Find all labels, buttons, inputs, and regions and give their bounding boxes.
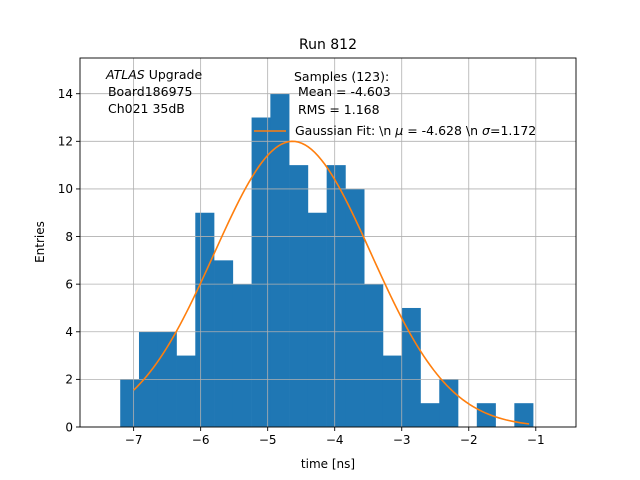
histogram-bar-7 [251, 117, 271, 428]
x-tick-label-6: −1 [527, 433, 545, 447]
histogram-bar-14 [382, 355, 403, 427]
axis-ticks: −7 −6 −5 −4 −3 −2 −1 0 2 4 6 8 10 12 14 [58, 87, 545, 447]
legend: Gaussian Fit: \n μ = -4.628 \n σ=1.172 [254, 123, 536, 138]
histogram-bar-10 [307, 212, 327, 427]
atlas-annotation: ATLAS Upgrade Board186975 Ch021 35dB [104, 67, 202, 116]
atlas-label-rest: Upgrade [145, 67, 203, 82]
x-tick-label-2: −5 [259, 433, 277, 447]
plot-frame [79, 57, 577, 428]
histogram-bar-13 [364, 284, 384, 427]
x-tick-label-4: −3 [393, 433, 411, 447]
histogram-bar-18 [476, 403, 496, 427]
histogram-bar-3 [176, 355, 196, 427]
y-tick-label-0: 0 [65, 420, 73, 434]
histogram-bar-9 [289, 165, 309, 427]
x-axis-label: time [ns] [301, 457, 355, 471]
chart-title: Run 812 [299, 37, 357, 53]
histogram-bar-5 [214, 260, 234, 427]
mean-label: Mean = -4.603 [294, 84, 391, 99]
y-tick-label-3: 6 [65, 277, 73, 291]
stats-annotation: Samples (123): Mean = -4.603 RMS = 1.168 [294, 69, 391, 117]
histogram-bar-12 [345, 188, 365, 427]
atlas-label: ATLAS Upgrade [105, 67, 202, 82]
y-tick-label-4: 8 [65, 230, 73, 244]
legend-fit-mu: μ [394, 123, 403, 138]
samples-label: Samples (123): [294, 69, 389, 84]
histogram-bar-16 [420, 403, 440, 427]
x-tick-label-5: −2 [460, 433, 478, 447]
histogram-bar-0 [120, 379, 140, 427]
histogram-bar-6 [232, 284, 252, 427]
legend-fit-label-mid: = -4.628 \n [403, 123, 482, 138]
gaussian-fit-curve [133, 140, 530, 425]
legend-fit-label-prefix: Gaussian Fit: \n [295, 123, 395, 138]
board-label: Board186975 [104, 84, 192, 99]
y-tick-label-2: 4 [65, 325, 73, 339]
rms-label: RMS = 1.168 [294, 102, 380, 117]
x-tick-label-0: −7 [125, 433, 143, 447]
histogram-bar-11 [326, 165, 346, 427]
y-tick-label-6: 12 [58, 135, 73, 149]
channel-label: Ch021 35dB [104, 101, 185, 116]
atlas-label-italic: ATLAS [105, 67, 145, 82]
y-tick-label-7: 14 [58, 87, 73, 101]
y-tick-label-1: 2 [65, 373, 73, 387]
legend-fit-label: Gaussian Fit: \n μ = -4.628 \n σ=1.172 [295, 123, 536, 138]
legend-fit-label-suffix: =1.172 [490, 123, 536, 138]
y-tick-label-5: 10 [58, 182, 73, 196]
histogram-bar-4 [195, 212, 215, 427]
legend-fit-sigma: σ [482, 123, 491, 138]
histogram-bar-19 [514, 403, 534, 427]
x-tick-label-3: −4 [326, 433, 344, 447]
y-axis-label: Entries [33, 221, 47, 263]
x-tick-label-1: −6 [192, 433, 210, 447]
histogram-bar-8 [270, 93, 290, 428]
histogram-bar-15 [401, 307, 421, 427]
fit-curve-layer [133, 140, 530, 425]
histogram-bars [120, 93, 534, 428]
grid [80, 58, 576, 428]
